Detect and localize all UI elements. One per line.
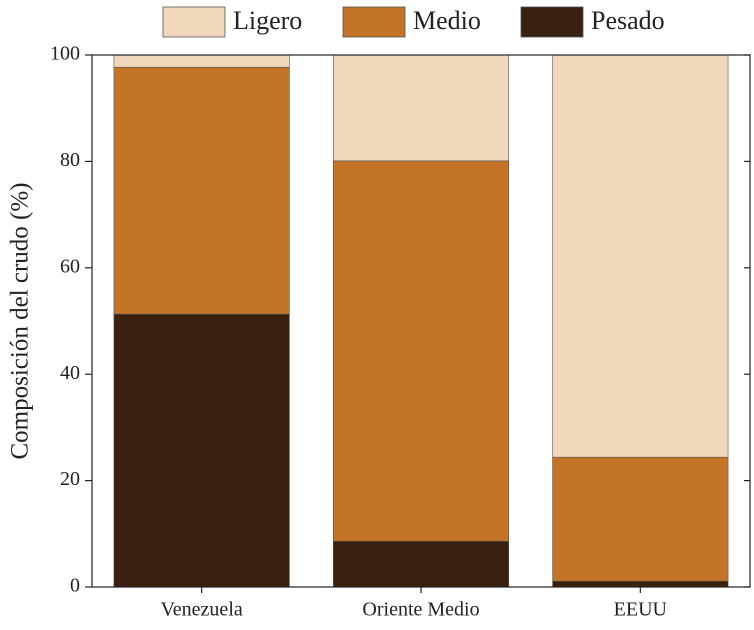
y-tick-label: 60 [60, 255, 80, 277]
x-tick-label: Oriente Medio [362, 599, 479, 621]
bar-segment [332, 160, 510, 542]
bar-segment [552, 580, 729, 588]
x-tick-label: Venezuela [161, 599, 243, 621]
bar-segment [552, 54, 729, 458]
bar-segment [113, 313, 290, 588]
x-tick-label: EEUU [614, 599, 668, 621]
legend-swatch [342, 6, 406, 38]
y-tick-label: 100 [50, 43, 80, 65]
y-tick-label: 20 [60, 468, 80, 490]
bar-segment [332, 54, 510, 162]
y-tick-label: 0 [70, 575, 80, 597]
y-axis-title: Composición del crudo (%) [7, 182, 34, 459]
bar-segment [113, 54, 290, 68]
bar-segment [113, 66, 290, 315]
y-tick-label: 80 [60, 149, 80, 171]
legend-label: Pesado [591, 6, 665, 35]
bar-segment [332, 540, 510, 588]
plot-frame [91, 54, 751, 588]
legend-label: Medio [413, 6, 481, 35]
y-tick-label: 40 [60, 362, 80, 384]
bar-segment [552, 456, 729, 582]
legend-swatch [520, 6, 584, 38]
legend-swatch [162, 6, 226, 38]
legend-label: Ligero [233, 6, 302, 35]
